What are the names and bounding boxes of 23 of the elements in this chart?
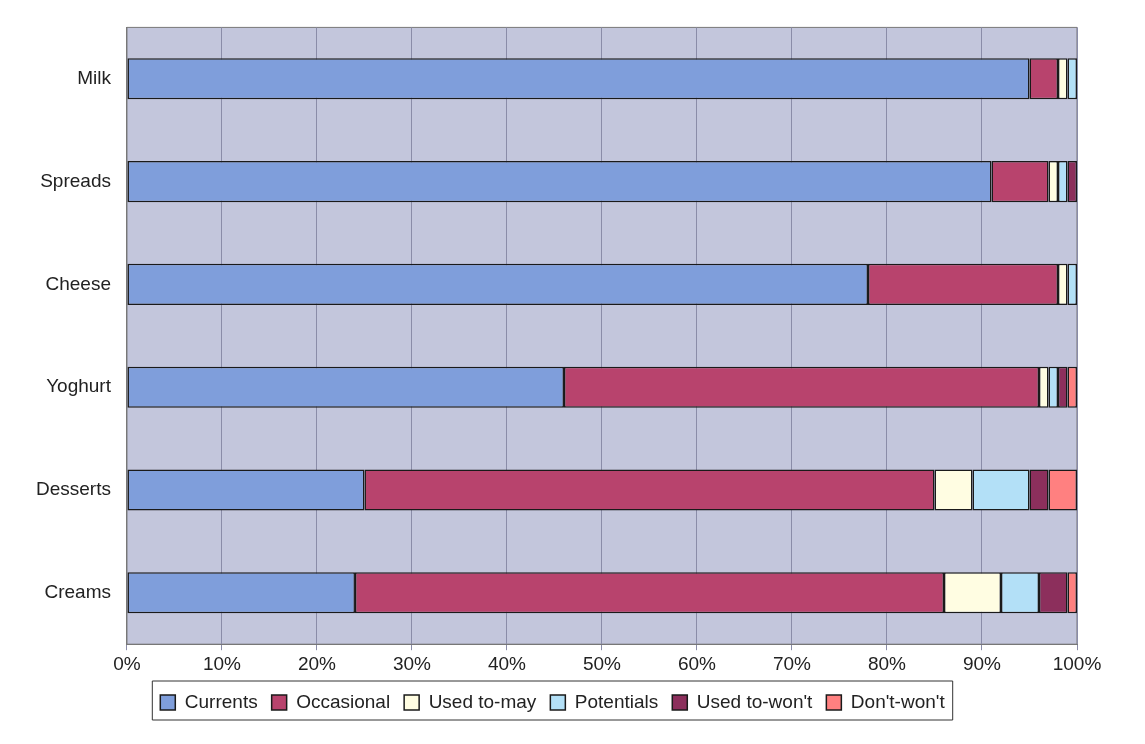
- x-tick-label: 10%: [202, 652, 242, 674]
- legend-label: Used to-won't: [696, 690, 814, 712]
- legend-label: Don't-won't: [850, 690, 946, 712]
- x-tick-label: 30%: [392, 652, 432, 674]
- x-tick-label: 100%: [1052, 652, 1102, 674]
- y-tick-label: Spreads: [40, 169, 111, 191]
- x-tick-label: 0%: [113, 652, 141, 674]
- x-tick-label: 60%: [677, 652, 717, 674]
- legend-label: Currents: [184, 690, 258, 712]
- x-tick-label: 20%: [297, 652, 337, 674]
- legend-label: Used to-may: [428, 690, 537, 712]
- x-tick-label: 50%: [582, 652, 622, 674]
- x-tick-label: 40%: [487, 652, 527, 674]
- y-tick-label: Yoghurt: [46, 375, 112, 397]
- x-tick-label: 80%: [867, 652, 907, 674]
- y-tick-label: Cheese: [45, 272, 111, 294]
- x-tick-label: 90%: [962, 652, 1002, 674]
- legend-label: Occasional: [296, 690, 391, 712]
- y-tick-label: Milk: [77, 67, 112, 89]
- y-tick-label: Desserts: [35, 478, 111, 500]
- x-tick-label: 70%: [772, 652, 812, 674]
- y-tick-label: Creams: [44, 581, 111, 603]
- legend-label: Potentials: [574, 690, 659, 712]
